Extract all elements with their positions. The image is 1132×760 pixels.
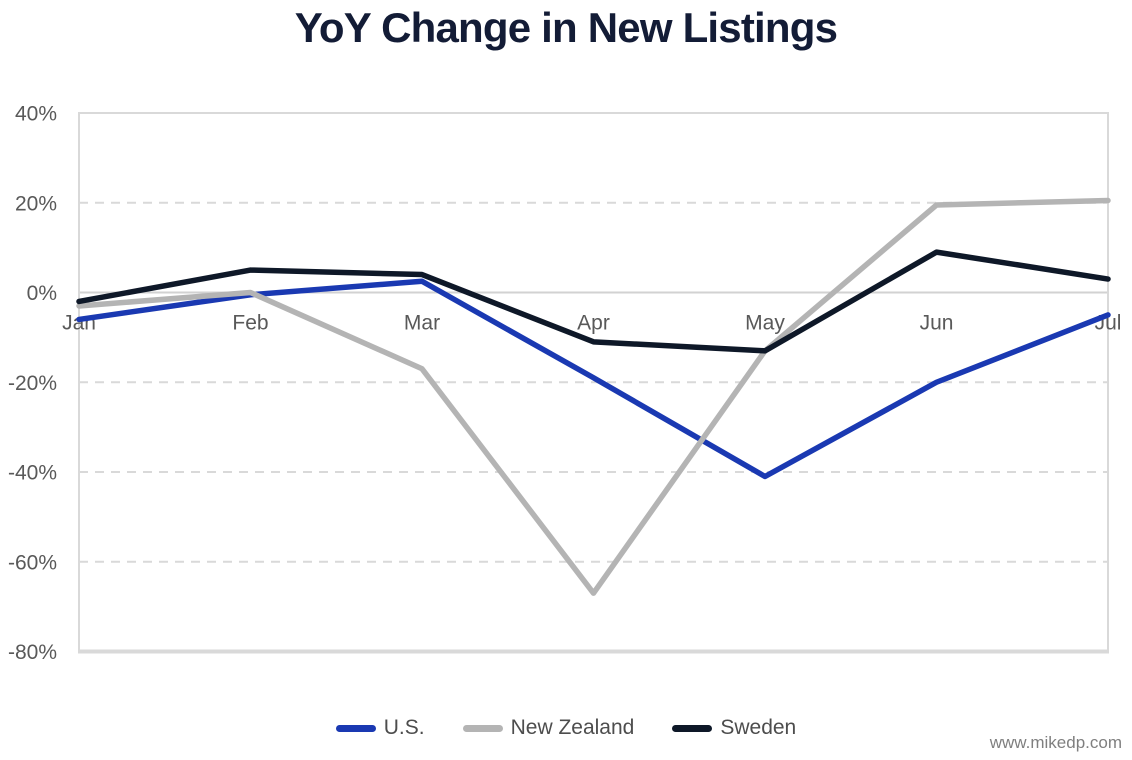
legend-swatch-sweden <box>672 724 713 732</box>
legend: U.S. New Zealand Sweden <box>0 716 1132 740</box>
y-tick-label: 20% <box>15 192 57 215</box>
x-tick-label: May <box>745 312 785 335</box>
legend-swatch-new-zealand <box>462 724 503 732</box>
legend-item-new-zealand: New Zealand <box>462 716 635 740</box>
legend-label-sweden: Sweden <box>720 716 797 739</box>
y-tick-label: -20% <box>8 372 57 395</box>
plot-frame <box>78 112 1109 654</box>
series-line-new-zealand <box>76 197 1111 596</box>
y-tick-label: -80% <box>8 641 57 664</box>
legend-swatch-us <box>335 724 376 732</box>
y-tick-label: -60% <box>8 551 57 574</box>
legend-label-new-zealand: New Zealand <box>510 716 635 739</box>
x-axis-labels: Jan Feb Mar Apr May Jun Jul <box>62 312 1121 335</box>
y-tick-label: -40% <box>8 462 57 485</box>
watermark: www.mikedp.com <box>989 733 1122 752</box>
legend-item-us: U.S. <box>335 716 425 740</box>
x-tick-label: Mar <box>404 312 440 335</box>
chart-title: YoY Change in New Listings <box>294 4 838 51</box>
y-tick-label: 0% <box>27 282 57 305</box>
legend-label-us: U.S. <box>383 716 425 739</box>
x-tick-label: Feb <box>232 312 268 335</box>
x-tick-label: Apr <box>577 312 610 335</box>
x-tick-label: Jun <box>920 312 954 335</box>
series-line-sweden <box>76 249 1111 354</box>
line-chart: 40%20%0%-20%-40%-60%-80%Jan Feb Mar Apr May J… <box>8 103 1121 665</box>
y-axis-labels: 40% 20% 0% -20% -40% -60% -80% <box>8 103 57 665</box>
legend-item-sweden: Sweden <box>672 716 796 740</box>
y-tick-label: 40% <box>15 103 57 126</box>
